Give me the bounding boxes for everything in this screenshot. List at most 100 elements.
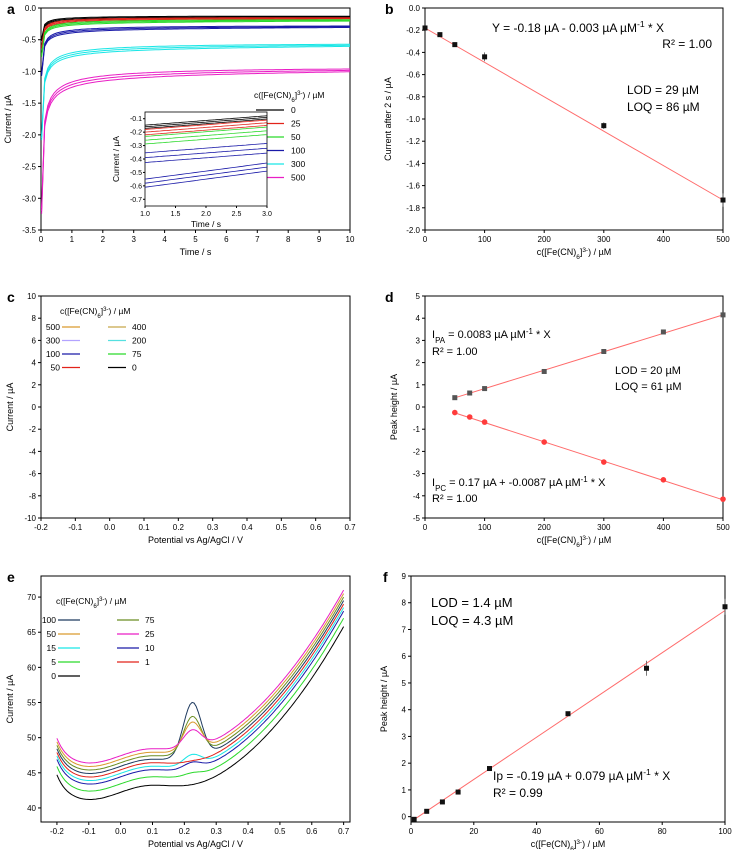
series-line-100 <box>41 25 350 74</box>
legend-label-100: 100 <box>42 615 56 625</box>
fit-equation: Ip = -0.19 µA + 0.079 µA µM-1 * X <box>493 767 670 783</box>
y-tick-label: -3.0 <box>22 194 36 203</box>
legend-label-75: 75 <box>145 615 155 625</box>
x-tick-label: 0.5 <box>276 523 288 532</box>
x-tick-label: 3 <box>131 235 136 244</box>
y-tick-label: -3.5 <box>22 226 36 235</box>
data-point <box>466 414 473 420</box>
data-point <box>455 789 461 795</box>
series-line-25 <box>41 17 350 48</box>
anodic-r-squared: R² = 1.00 <box>432 346 478 358</box>
x-tick-label: 0.3 <box>207 523 219 532</box>
y-tick-label: -2.5 <box>22 163 36 172</box>
inset-y-tick-label: -0.1 <box>130 116 142 123</box>
y-tick-label: 0.0 <box>409 4 421 13</box>
y-tick-label: 0 <box>402 813 407 822</box>
legend-label-5: 5 <box>51 657 56 667</box>
x-tick-label: 0.7 <box>338 827 350 836</box>
x-tick-label: 500 <box>716 523 730 532</box>
x-tick-label: 0.6 <box>306 827 318 836</box>
inset-y-tick-label: -0.4 <box>130 157 142 164</box>
series-line-500 <box>41 69 350 212</box>
series-line-300 <box>41 43 350 137</box>
y-tick-label: -0.8 <box>406 93 420 102</box>
inset-x-tick-label: 1.0 <box>140 211 150 218</box>
x-tick-label: -0.1 <box>68 523 82 532</box>
x-tick-label: 0 <box>39 235 44 244</box>
x-tick-label: 0.2 <box>179 827 191 836</box>
x-tick-label: 0.1 <box>138 523 150 532</box>
y-tick-label: -1.6 <box>406 182 420 191</box>
x-tick-label: 9 <box>317 235 322 244</box>
y-axis-label: Current / µA <box>3 95 13 144</box>
fit-line-anodic <box>454 314 724 399</box>
inset-x-tick-label: 2.5 <box>232 211 242 218</box>
y-tick-label: -1.8 <box>406 204 420 213</box>
inset-series-100 <box>144 152 268 163</box>
data-point <box>422 25 428 31</box>
x-tick-label: 200 <box>538 235 552 244</box>
y-tick-label: 3 <box>402 732 407 741</box>
panel-letter: c <box>7 289 15 305</box>
data-point <box>565 711 571 717</box>
y-tick-label: 0.0 <box>25 4 37 13</box>
inset-frame <box>144 111 268 207</box>
x-tick-label: 80 <box>658 827 667 836</box>
inset-x-tick-label: 2.0 <box>201 211 211 218</box>
plot-frame <box>410 575 726 823</box>
x-tick-label: 0.7 <box>344 523 356 532</box>
x-tick-label: 400 <box>657 235 671 244</box>
legend-title: c([Fe(CN)6]3-) / µM <box>60 306 130 320</box>
legend-label-0: 0 <box>51 671 56 681</box>
data-point <box>541 439 547 445</box>
panel-letter: b <box>385 1 394 17</box>
lod-label: LOD = 1.4 µM <box>431 595 513 610</box>
y-tick-label: -5 <box>413 514 421 523</box>
r-squared: R² = 1.00 <box>662 37 712 51</box>
legend-label-50: 50 <box>47 629 57 639</box>
y-axis-label: Peak height / µA <box>379 666 389 732</box>
legend-label-50: 50 <box>51 363 61 373</box>
y-tick-label: 6 <box>32 336 37 345</box>
data-point <box>601 123 607 129</box>
data-point <box>720 312 726 318</box>
inset-x-tick-label: 1.5 <box>171 211 181 218</box>
x-axis-label: Potential vs Ag/AgCl / V <box>148 535 243 545</box>
y-tick-label: 70 <box>27 593 36 602</box>
series-line-100 <box>41 26 350 75</box>
y-axis-label: Peak height / µA <box>389 374 399 440</box>
x-tick-label: 5 <box>193 235 198 244</box>
legend-label-1: 1 <box>145 657 150 667</box>
data-point <box>720 197 726 203</box>
y-tick-label: -1.0 <box>406 115 420 124</box>
inset-series-50 <box>144 126 268 137</box>
x-tick-label: 4 <box>162 235 167 244</box>
x-tick-label: 0.1 <box>147 827 159 836</box>
inset-series-100b <box>144 166 268 184</box>
y-tick-label: 3 <box>416 336 421 345</box>
data-point <box>541 368 547 374</box>
x-tick-label: 300 <box>597 523 611 532</box>
y-tick-label: -4 <box>413 492 421 501</box>
y-tick-label: -4 <box>29 447 37 456</box>
y-tick-label: -0.2 <box>406 26 420 35</box>
dpv-curve-1 <box>56 603 345 778</box>
x-tick-label: 300 <box>597 235 611 244</box>
y-tick-label: -0.6 <box>406 71 420 80</box>
y-tick-label: 65 <box>27 628 36 637</box>
cathodic-fit-equation: IPC = 0.17 µA + -0.0087 µA µM-1 * X <box>432 475 606 493</box>
data-point <box>487 766 492 772</box>
legend-label-15: 15 <box>47 643 57 653</box>
x-tick-label: 10 <box>346 235 355 244</box>
y-tick-label: -6 <box>29 470 37 479</box>
series-line-300 <box>41 44 350 139</box>
series-line-50 <box>41 19 350 56</box>
series-line-0 <box>41 15 350 39</box>
legend-label-200: 200 <box>132 336 146 346</box>
x-axis-label: c([Fe(CN)6]3-) / µM <box>537 535 612 549</box>
legend-label-0: 0 <box>132 363 137 373</box>
inset-series-25 <box>144 119 268 130</box>
x-tick-label: 0.6 <box>310 523 322 532</box>
